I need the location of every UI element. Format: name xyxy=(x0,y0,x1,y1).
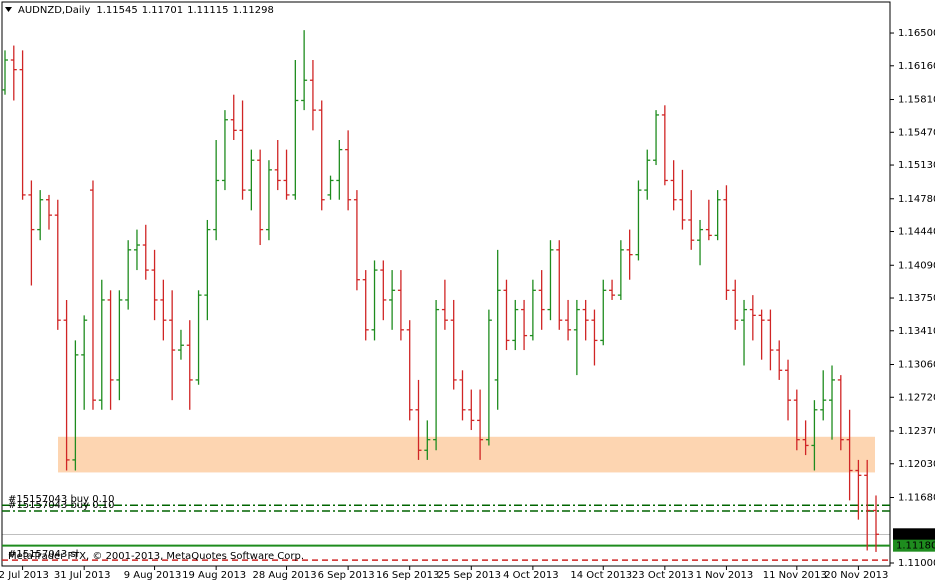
x-tick-label: 20 Nov 2013 xyxy=(824,570,888,581)
y-tick-label: 1.13410 xyxy=(898,326,935,337)
menu-arrow[interactable] xyxy=(5,7,12,12)
y-tick-label: 1.14440 xyxy=(898,227,935,238)
order-level-label: #15157043 sl xyxy=(8,549,78,560)
y-tick-label: 1.12030 xyxy=(898,459,935,470)
y-tick-label: 1.15130 xyxy=(898,160,935,171)
y-tick-label: 1.15810 xyxy=(898,95,935,106)
x-tick-label: 9 Aug 2013 xyxy=(124,570,182,581)
order-level-label: #15157043 buy 0.10 xyxy=(8,494,115,505)
y-tick-label: 1.14090 xyxy=(898,260,935,271)
x-tick-label: 25 Sep 2013 xyxy=(438,570,501,581)
y-tick-label: 1.14780 xyxy=(898,194,935,205)
header-high: 1.11701 xyxy=(142,5,183,16)
y-tick-label: 1.11680 xyxy=(898,492,935,503)
header-open: 1.11545 xyxy=(96,5,137,16)
price-box-label: 1.11298 xyxy=(896,529,935,540)
x-tick-label: 6 Sep 2013 xyxy=(318,570,375,581)
x-tick-label: 16 Sep 2013 xyxy=(376,570,439,581)
y-tick-label: 1.13060 xyxy=(898,360,935,371)
support-zone xyxy=(58,436,875,473)
plot-frame xyxy=(1,1,891,567)
y-tick-label: 1.15470 xyxy=(898,127,935,138)
x-tick-label: 28 Aug 2013 xyxy=(253,570,317,581)
x-tick-label: 1 Nov 2013 xyxy=(696,570,754,581)
x-tick-label: 19 Aug 2013 xyxy=(182,570,246,581)
price-box xyxy=(893,528,935,541)
price-box-label: 1.11180 xyxy=(896,541,935,552)
x-tick-label: 14 Oct 2013 xyxy=(570,570,632,581)
symbol: AUDNZD,Daily xyxy=(18,5,90,16)
y-tick-label: 1.13750 xyxy=(898,293,935,304)
copyright: MetaTrader FTX, © 2001-2013, MetaQuotes … xyxy=(8,551,304,562)
x-tick-label: 31 Jul 2013 xyxy=(54,570,111,581)
y-tick-label: 1.16500 xyxy=(898,28,935,39)
chart-header: AUDNZD,Daily 1.11545 1.11701 1.11115 1.11298 xyxy=(18,5,274,16)
x-tick-label: 22 Jul 2013 xyxy=(0,570,49,581)
x-tick-label: 4 Oct 2013 xyxy=(503,570,558,581)
order-level-label: #15157043 buy 0.10 xyxy=(8,500,115,511)
price-box xyxy=(893,539,935,552)
y-tick-label: 1.11000 xyxy=(898,558,935,569)
header-low: 1.11115 xyxy=(187,5,228,16)
y-tick-label: 1.12720 xyxy=(898,392,935,403)
x-tick-label: 23 Oct 2013 xyxy=(632,570,694,581)
x-tick-label: 11 Nov 2013 xyxy=(763,570,827,581)
y-tick-label: 1.16160 xyxy=(898,61,935,72)
y-tick-label: 1.12370 xyxy=(898,426,935,437)
header-close: 1.11298 xyxy=(232,5,273,16)
